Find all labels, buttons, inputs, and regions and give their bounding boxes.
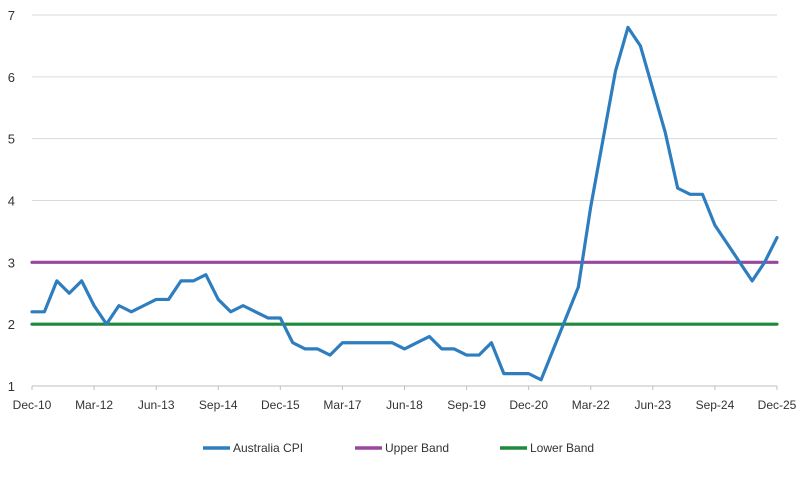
x-tick-label: Dec-10	[13, 398, 52, 412]
y-tick-label: 1	[8, 379, 15, 394]
x-tick-label: Mar-17	[323, 398, 361, 412]
y-tick-label: 6	[8, 70, 15, 85]
x-tick-label: Sep-14	[199, 398, 238, 412]
y-tick-label: 5	[8, 132, 15, 147]
legend-label: Australia CPI	[233, 441, 303, 455]
y-axis-ticks: 1 2 3 4 5 6 7	[8, 8, 15, 394]
x-tick-label: Dec-20	[509, 398, 548, 412]
x-tick-label: Dec-25	[758, 398, 797, 412]
y-tick-label: 7	[8, 8, 15, 23]
x-tick-label: Sep-19	[447, 398, 486, 412]
series-lines	[30, 25, 779, 382]
legend-item-australia-cpi: Australia CPI	[203, 441, 303, 455]
x-tick-label: Jun-18	[386, 398, 423, 412]
x-tick-label: Sep-24	[696, 398, 735, 412]
legend: Australia CPI Upper Band Lower Band	[203, 441, 594, 455]
legend-label: Lower Band	[530, 441, 594, 455]
legend-item-lower-band: Lower Band	[500, 441, 594, 455]
x-tick-label: Jun-23	[634, 398, 671, 412]
gridlines	[32, 14, 777, 387]
series-line-australia-cpi	[30, 25, 779, 382]
y-tick-label: 3	[8, 255, 15, 270]
y-tick-label: 2	[8, 317, 15, 332]
legend-label: Upper Band	[385, 441, 449, 455]
x-tick-label: Mar-12	[75, 398, 113, 412]
legend-item-upper-band: Upper Band	[355, 441, 449, 455]
x-tick-label: Dec-15	[261, 398, 300, 412]
x-tick-label: Jun-13	[138, 398, 175, 412]
x-tick-label: Mar-22	[572, 398, 610, 412]
y-tick-label: 4	[8, 194, 15, 209]
x-axis-ticks: Dec-10 Mar-12 Jun-13 Sep-14 Dec-15 Mar-17 Jun-…	[13, 386, 797, 412]
